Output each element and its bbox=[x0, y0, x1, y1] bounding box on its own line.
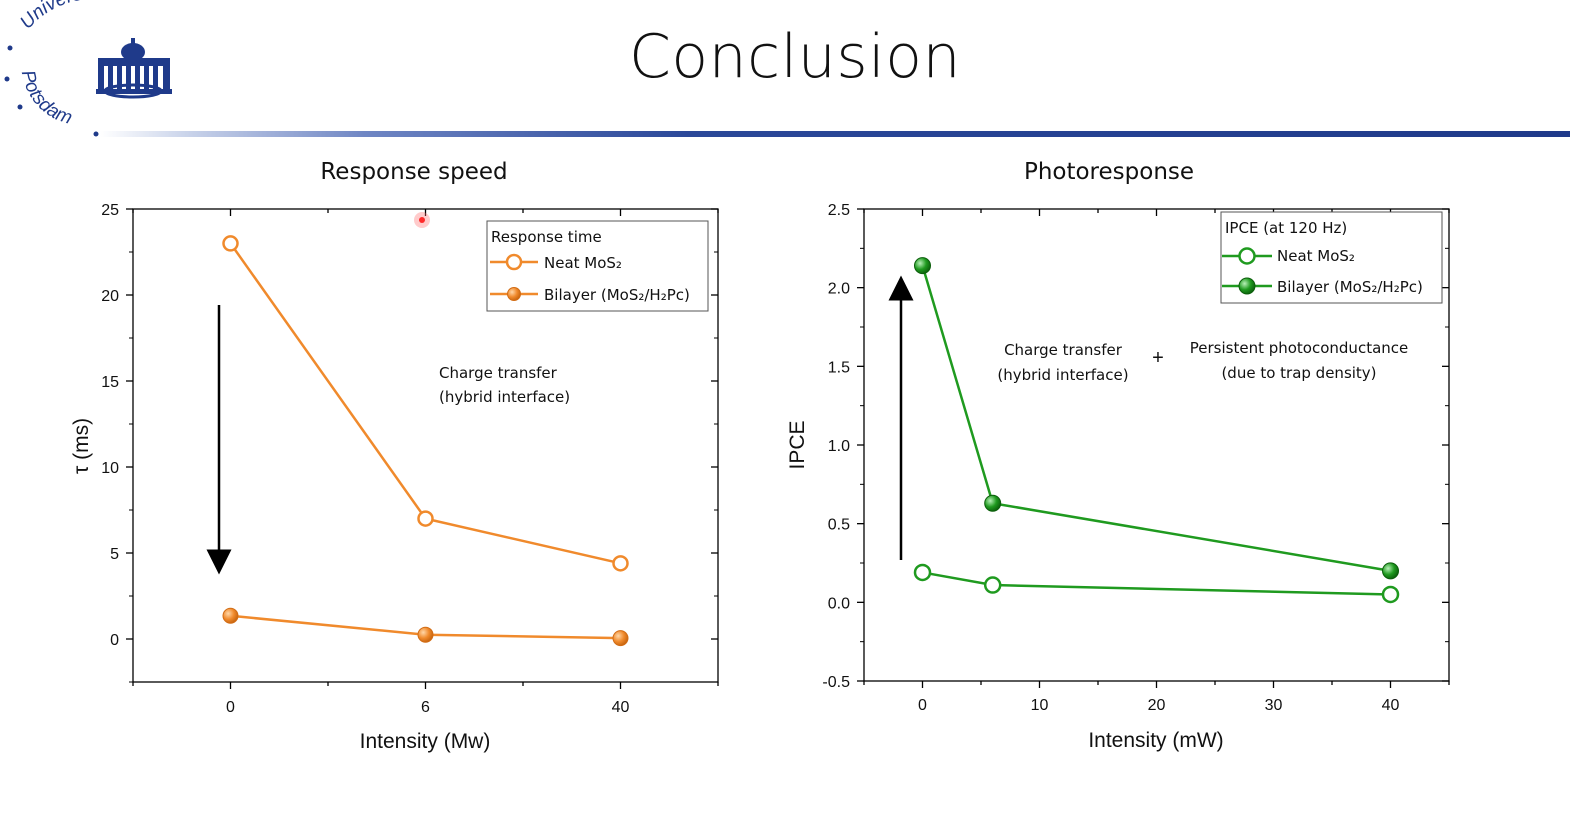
data-point-neat bbox=[913, 563, 932, 582]
legend-frame bbox=[1220, 211, 1443, 304]
data-point-neat bbox=[417, 510, 434, 527]
x-tick-label: 30 bbox=[1265, 697, 1283, 714]
legend-entry-bilayer: Bilayer (MoS₂/H₂Pc) bbox=[1277, 278, 1423, 296]
y-tick-label: 20 bbox=[101, 288, 119, 305]
legend-marker-filled bbox=[1238, 277, 1256, 295]
data-point-bilayer bbox=[222, 607, 239, 624]
annotation-line-2: (hybrid interface) bbox=[439, 388, 570, 406]
x-tick-label: 6 bbox=[421, 699, 430, 716]
legend-marker-filled bbox=[507, 287, 521, 301]
annotation-line-1: Charge transfer bbox=[1004, 341, 1123, 359]
data-point-neat bbox=[1381, 585, 1400, 604]
university-logo: Universität Potsdam bbox=[4, 0, 172, 137]
x-tick-label: 0 bbox=[226, 699, 235, 716]
legend-marker-open bbox=[505, 253, 523, 271]
data-point-bilayer bbox=[612, 630, 629, 647]
series-line-bilayer bbox=[921, 265, 1391, 573]
legend-marker-open bbox=[1238, 247, 1256, 265]
y-tick-label: 5 bbox=[110, 546, 119, 563]
x-tick-label: 20 bbox=[1148, 697, 1166, 714]
slide-title: Conclusion bbox=[629, 22, 961, 92]
chart-photoresponse: Photoresponse -0.5 0.0 0.5 1.0 1.5 2.0 2.5 0 10… bbox=[786, 159, 1450, 752]
chart-title: Photoresponse bbox=[1024, 159, 1194, 185]
legend-title: IPCE (at 120 Hz) bbox=[1225, 219, 1347, 237]
x-axis: 0 10 20 30 40 bbox=[863, 209, 1450, 714]
data-point-neat bbox=[612, 555, 629, 572]
legend-entry-neat: Neat MoS₂ bbox=[544, 254, 622, 272]
y-tick-label: 25 bbox=[101, 202, 119, 219]
title-divider bbox=[100, 131, 1570, 137]
legend-entry-neat: Neat MoS₂ bbox=[1277, 247, 1355, 265]
x-tick-label: 0 bbox=[918, 697, 927, 714]
data-point-bilayer bbox=[417, 626, 434, 643]
chart-title: Response speed bbox=[320, 159, 507, 185]
legend: Response time Neat MoS₂ Bilayer (MoS₂/H₂… bbox=[486, 220, 709, 312]
annotation2-line-2: (due to trap density) bbox=[1221, 364, 1376, 382]
data-point-bilayer bbox=[1382, 562, 1399, 580]
legend: IPCE (at 120 Hz) Neat MoS₂ Bilayer (MoS₂… bbox=[1220, 211, 1443, 304]
y-tick-label: 10 bbox=[101, 460, 119, 477]
building-icon bbox=[96, 38, 172, 99]
x-axis-label: Intensity (Mw) bbox=[360, 730, 491, 753]
x-axis: 0 6 40 bbox=[132, 209, 719, 716]
y-tick-label: 0.0 bbox=[828, 595, 850, 612]
y-tick-label: 2.0 bbox=[828, 281, 850, 298]
x-tick-label: 40 bbox=[1382, 697, 1400, 714]
plus-sign: + bbox=[1152, 347, 1164, 369]
y-tick-label: 1.0 bbox=[828, 438, 850, 455]
y-axis-label: τ (ms) bbox=[70, 418, 93, 474]
data-point-bilayer bbox=[984, 494, 1002, 512]
y-axis: -0.5 0.0 0.5 1.0 1.5 2.0 2.5 bbox=[822, 202, 1449, 691]
y-tick-label: 2.5 bbox=[828, 202, 850, 219]
x-axis-label: Intensity (mW) bbox=[1088, 729, 1223, 752]
y-tick-label: 15 bbox=[101, 374, 119, 391]
y-tick-label: 0 bbox=[110, 632, 119, 649]
annotation-line-2: (hybrid interface) bbox=[997, 366, 1128, 384]
y-axis-label: IPCE bbox=[786, 420, 809, 469]
chart-response-speed: Response speed 0 5 10 15 20 25 0 6 40 Charge tr… bbox=[70, 159, 719, 753]
y-tick-label: 1.5 bbox=[828, 359, 850, 376]
data-point-neat bbox=[222, 235, 239, 252]
y-axis: 0 5 10 15 20 25 bbox=[101, 202, 718, 683]
x-tick-label: 40 bbox=[612, 699, 630, 716]
annotation-line-1: Charge transfer bbox=[439, 364, 558, 382]
y-tick-label: 0.5 bbox=[828, 517, 850, 534]
x-tick-label: 10 bbox=[1031, 697, 1049, 714]
legend-title: Response time bbox=[491, 228, 602, 246]
annotation2-line-1: Persistent photoconductance bbox=[1190, 339, 1409, 357]
legend-frame bbox=[486, 220, 709, 312]
data-point-bilayer bbox=[914, 257, 931, 275]
data-point-neat bbox=[983, 576, 1002, 594]
y-tick-label: -0.5 bbox=[822, 674, 850, 691]
legend-entry-bilayer: Bilayer (MoS₂/H₂Pc) bbox=[544, 286, 690, 304]
